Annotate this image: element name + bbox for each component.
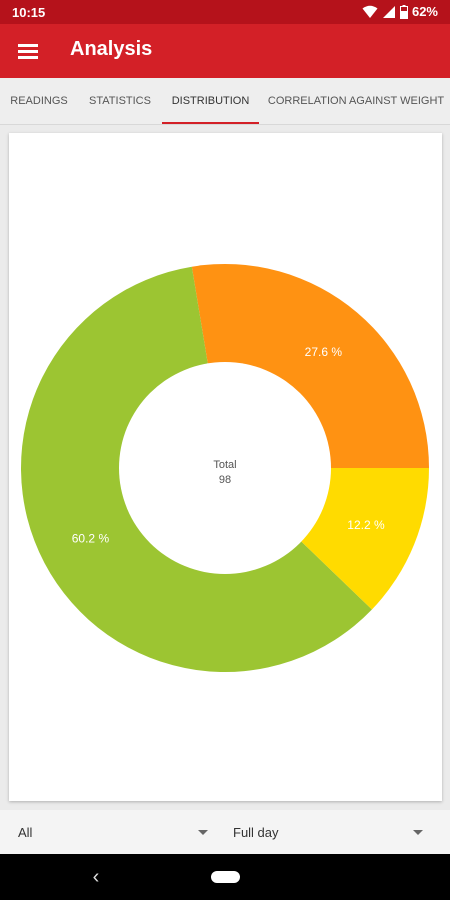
tab-distribution[interactable]: DISTRIBUTION <box>162 78 259 124</box>
period-select-value: Full day <box>233 825 279 840</box>
center-value: 98 <box>219 474 231 486</box>
tab-bar: READINGS STATISTICS DISTRIBUTION CORRELA… <box>0 78 450 125</box>
wifi-icon <box>362 5 378 18</box>
dropdown-arrow-icon <box>413 830 423 835</box>
slice-label-2: 12.2 % <box>347 518 385 532</box>
battery-icon <box>399 4 408 19</box>
tab-readings[interactable]: READINGS <box>10 95 68 107</box>
signal-icon <box>382 5 395 18</box>
dropdown-arrow-icon <box>198 830 208 835</box>
battery-percent: 62% <box>411 4 438 19</box>
home-pill-icon[interactable] <box>211 871 240 883</box>
menu-icon[interactable] <box>10 33 46 69</box>
status-time: 10:15 <box>12 5 46 20</box>
period-select[interactable]: Full day <box>233 810 425 854</box>
status-icons: 62% <box>362 4 438 19</box>
center-title: Total <box>213 459 236 471</box>
status-bar: 10:15 62% <box>0 0 450 24</box>
slice-label-0: 27.6 % <box>305 345 343 359</box>
group-select-value: All <box>18 825 33 840</box>
page-title: Analysis <box>70 38 153 60</box>
tab-statistics[interactable]: STATISTICS <box>89 95 151 107</box>
group-select[interactable]: All <box>18 810 210 854</box>
tab-correlation-against-weight[interactable]: CORRELATION AGAINST WEIGHT <box>267 95 445 107</box>
donut-chart: 27.6 % 60.2 % 12.2 % Total 98 <box>21 264 429 672</box>
app-bar: Analysis <box>0 24 450 78</box>
chart-card: 27.6 % 60.2 % 12.2 % Total 98 <box>9 133 442 801</box>
filter-bar: All Full day <box>0 810 450 854</box>
navigation-bar: ‹ <box>0 854 450 900</box>
slice-label-1: 60.2 % <box>72 532 110 546</box>
back-icon[interactable]: ‹ <box>92 866 100 888</box>
